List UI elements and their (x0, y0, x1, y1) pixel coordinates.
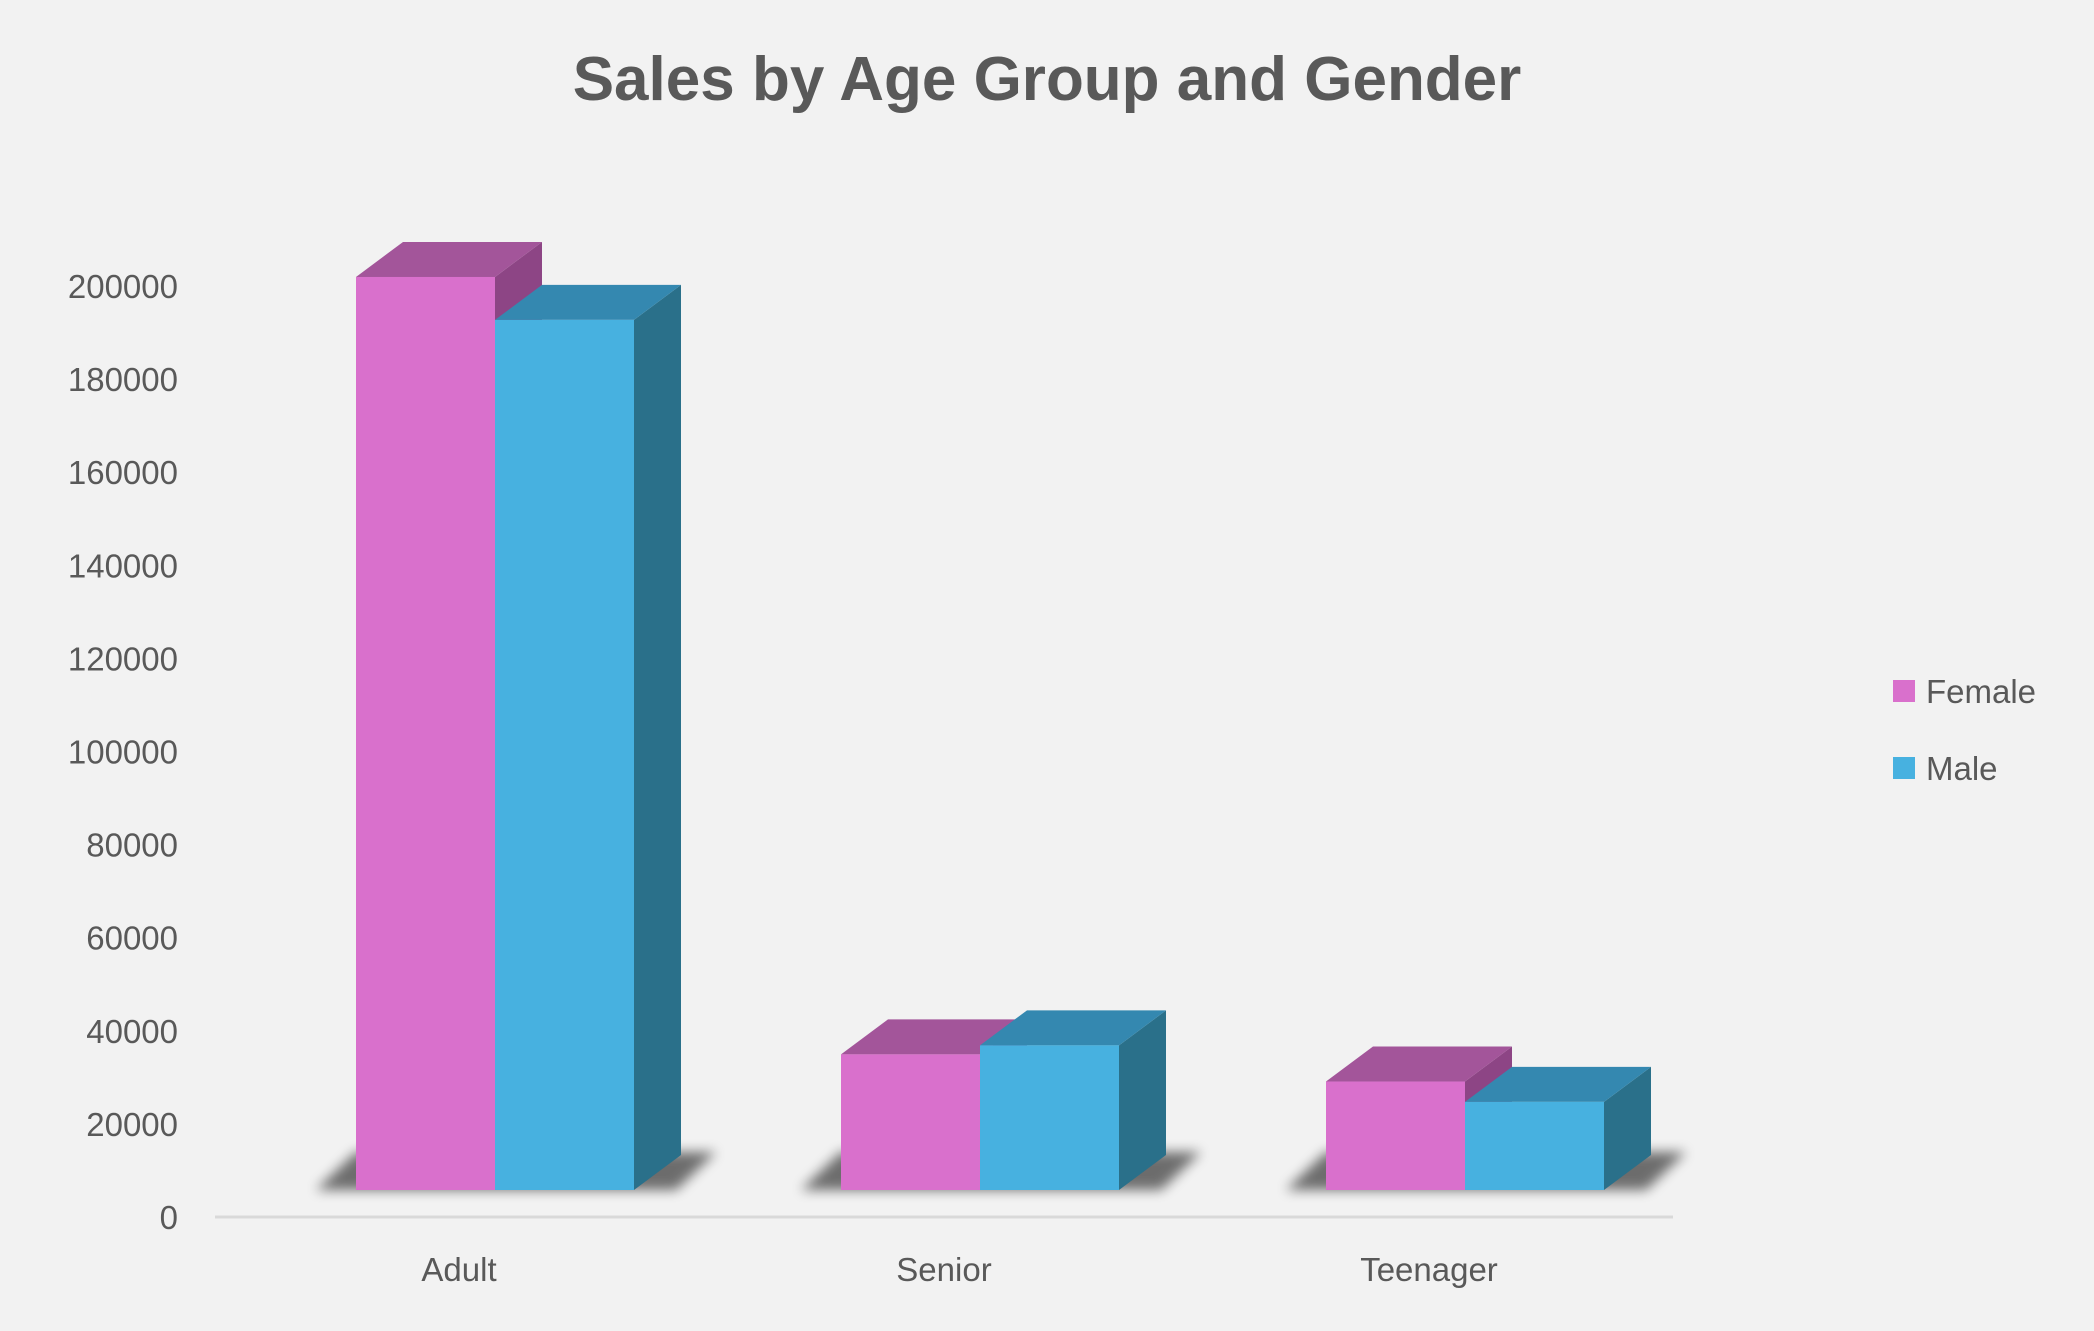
bar-side-face (1604, 1066, 1651, 1190)
y-tick-label: 180000 (68, 361, 178, 398)
y-tick-label: 80000 (86, 827, 178, 864)
bar-top-face (356, 241, 542, 277)
bar-top-face (1465, 1066, 1651, 1102)
y-axis-ticks: 0 20000 40000 60000 80000 100000 120000 140000 1… (68, 268, 178, 1236)
y-tick-label: 200000 (68, 268, 178, 305)
x-tick-label: Adult (421, 1251, 496, 1288)
y-tick-label: 40000 (86, 1013, 178, 1050)
x-tick-label: Senior (896, 1251, 991, 1288)
legend-swatch (1893, 680, 1915, 702)
bar-front-face (1326, 1081, 1465, 1190)
bar-male-teenager (1465, 1066, 1651, 1190)
y-tick-label: 100000 (68, 734, 178, 771)
bar-male-adult (495, 284, 681, 1190)
y-tick-label: 20000 (86, 1106, 178, 1143)
y-tick-label: 140000 (68, 547, 178, 584)
bars-group (316, 241, 1686, 1191)
x-axis-ticks: Adult Senior Teenager (421, 1251, 1497, 1288)
y-tick-label: 160000 (68, 454, 178, 491)
bar-top-face (1326, 1046, 1512, 1082)
bar-front-face (495, 319, 634, 1190)
bar-front-face (356, 276, 495, 1191)
legend-label: Female (1926, 673, 2036, 710)
legend: Female Male (1893, 673, 2036, 787)
bar-front-face (980, 1045, 1119, 1190)
bar-side-face (634, 284, 681, 1190)
bar-top-face (495, 284, 681, 320)
y-tick-label: 120000 (68, 640, 178, 677)
legend-item-male: Male (1893, 750, 1998, 787)
bar-front-face (1465, 1101, 1604, 1190)
legend-swatch (1893, 757, 1915, 779)
x-tick-label: Teenager (1360, 1251, 1498, 1288)
chart-title: Sales by Age Group and Gender (573, 45, 1522, 114)
bar-top-face (980, 1010, 1166, 1046)
legend-item-female: Female (1893, 673, 2036, 710)
bar-male-senior (980, 1010, 1166, 1190)
y-tick-label: 60000 (86, 920, 178, 957)
bar-side-face (1119, 1010, 1166, 1190)
y-tick-label: 0 (160, 1199, 178, 1236)
bar-front-face (841, 1054, 980, 1190)
legend-label: Male (1926, 750, 1998, 787)
